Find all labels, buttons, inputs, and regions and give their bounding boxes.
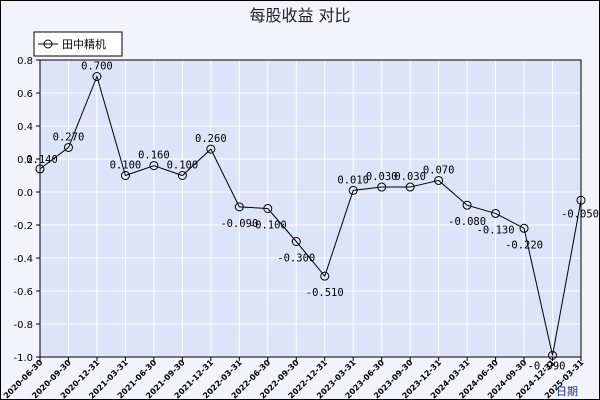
data-label: -0.130 xyxy=(477,224,515,236)
series-line xyxy=(39,74,582,356)
data-label: 0.160 xyxy=(138,150,170,162)
data-point xyxy=(462,200,472,210)
legend-marker-icon xyxy=(43,39,53,49)
data-point xyxy=(519,223,529,233)
data-label: 0.070 xyxy=(423,164,455,176)
y-tick-label: 0.0 xyxy=(17,188,33,199)
series-group xyxy=(35,72,586,360)
data-point xyxy=(434,175,444,185)
legend: 田中精机 xyxy=(33,31,123,57)
y-tick-label: 0.4 xyxy=(17,122,33,133)
data-point xyxy=(92,72,102,81)
x-axis: 2020-06-302020-09-302020-12-312021-03-31… xyxy=(2,357,586,400)
data-label: -0.300 xyxy=(277,253,315,265)
data-point xyxy=(548,350,558,360)
data-label: -0.100 xyxy=(249,220,287,232)
data-label: -0.510 xyxy=(306,287,344,299)
y-axis: 0.8 0.6 0.4 0.2 0.0 -0.2 -0.4 -0.6 -0.8 -1.0 xyxy=(13,56,40,364)
data-label: 0.700 xyxy=(81,61,113,73)
x-unit-label: 日期 xyxy=(556,385,578,398)
data-label: 0.030 xyxy=(394,171,426,183)
data-point xyxy=(35,164,45,174)
legend-entry-label: 田中精机 xyxy=(62,37,106,51)
data-point xyxy=(348,185,358,195)
y-tick-label: -0.2 xyxy=(13,221,33,232)
y-tick-label: -0.6 xyxy=(13,287,33,298)
y-tick-label: 0.8 xyxy=(17,56,33,67)
data-point xyxy=(291,237,301,246)
plot-border xyxy=(39,59,582,358)
data-point xyxy=(320,271,330,281)
data-point xyxy=(206,144,216,154)
data-label: 0.260 xyxy=(195,133,227,145)
data-point xyxy=(120,171,130,180)
data-label: -0.090 xyxy=(220,218,258,230)
grid-lines xyxy=(39,59,582,358)
data-point xyxy=(576,195,586,205)
y-tick-label: -1.0 xyxy=(13,353,33,364)
chart-title: 每股收益 对比 xyxy=(249,6,350,25)
y-tick-label: -0.4 xyxy=(13,254,33,265)
y-tick-label: -0.8 xyxy=(13,320,33,331)
data-point xyxy=(491,208,501,218)
plot-area xyxy=(39,59,582,358)
data-point xyxy=(405,182,415,192)
y-tick-label: 0.6 xyxy=(17,89,33,100)
data-label: 0.100 xyxy=(167,160,199,172)
data-label: 0.100 xyxy=(110,160,142,172)
data-label: -0.220 xyxy=(505,239,543,251)
data-label: 0.030 xyxy=(366,171,398,183)
data-point xyxy=(149,161,159,171)
data-label: 0.010 xyxy=(337,174,369,186)
data-point xyxy=(377,182,387,192)
data-label: -0.050 xyxy=(561,208,599,220)
data-point xyxy=(234,202,244,212)
data-label: -0.990 xyxy=(528,360,566,372)
data-label: 0.140 xyxy=(26,154,58,166)
data-label: -0.080 xyxy=(448,216,486,228)
data-label: 0.270 xyxy=(53,131,85,143)
data-point xyxy=(63,142,73,152)
y-tick-label: 0.2 xyxy=(17,155,33,166)
data-point xyxy=(263,204,273,213)
data-point xyxy=(177,171,187,180)
